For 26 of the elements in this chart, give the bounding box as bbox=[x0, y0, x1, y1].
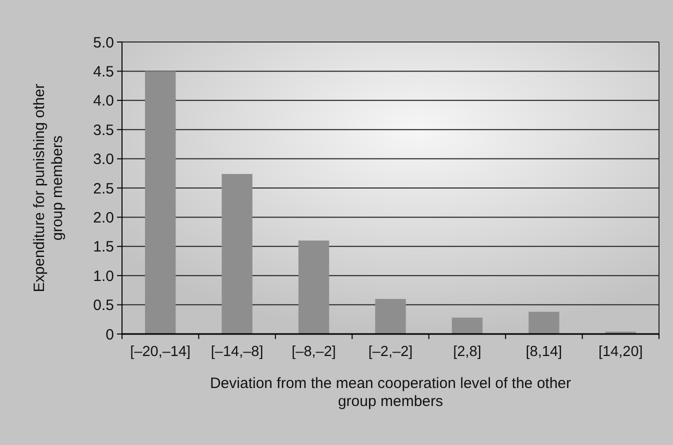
x-tick-label: [8,14] bbox=[526, 344, 562, 360]
x-tick-label: [14,20] bbox=[598, 344, 643, 360]
y-tick-label: 1.0 bbox=[93, 268, 114, 285]
y-tick-label: 5.0 bbox=[93, 34, 114, 52]
x-tick-label: [–8,–2] bbox=[292, 344, 336, 360]
y-tick-label: 0 bbox=[106, 326, 114, 344]
bar bbox=[145, 71, 176, 334]
bar bbox=[528, 312, 560, 334]
y-tick-label: 2.5 bbox=[93, 180, 114, 198]
x-tick-label: [–14,–8] bbox=[210, 344, 264, 360]
y-tick-label: 0.5 bbox=[93, 297, 114, 314]
y-tick-label: 3.0 bbox=[93, 151, 114, 168]
bar bbox=[222, 174, 252, 334]
bar bbox=[298, 240, 330, 334]
bar bbox=[452, 318, 483, 334]
x-tick-label: [–20,–14] bbox=[130, 344, 191, 360]
x-tick-label: [2,8] bbox=[453, 344, 482, 360]
bar bbox=[375, 298, 406, 334]
y-tick-label: 2.0 bbox=[93, 209, 114, 226]
y-tick-label: 4.0 bbox=[93, 92, 114, 110]
y-tick-label: 3.5 bbox=[93, 122, 114, 139]
y-tick-label: 1.5 bbox=[93, 238, 114, 256]
x-axis-title: Deviation from the mean cooperation level of the other group members bbox=[210, 375, 572, 410]
x-tick-label: [–2,–2] bbox=[368, 344, 413, 360]
y-tick-label: 4.5 bbox=[93, 63, 114, 80]
y-axis-title: Expenditure for punishing other group members bbox=[31, 84, 66, 292]
